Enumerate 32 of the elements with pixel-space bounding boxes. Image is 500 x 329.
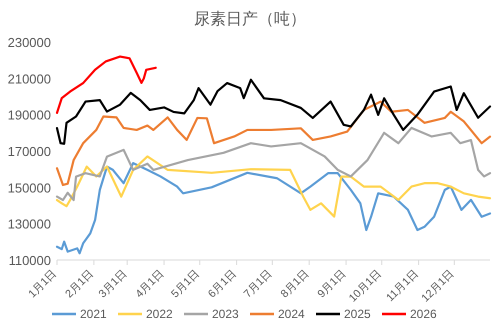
legend-label: 2025: [344, 307, 372, 321]
legend-label: 2024: [278, 307, 306, 321]
x-tick-label: 6月1日: [206, 268, 239, 300]
y-tick-label: 170000: [8, 144, 51, 159]
y-tick-label: 210000: [8, 71, 51, 86]
line-series: [56, 100, 492, 186]
legend-label: 2026: [410, 307, 438, 321]
x-tick-label: 12月1日: [419, 268, 456, 305]
x-tick-label: 8月1日: [278, 268, 312, 300]
x-tick-label: 5月1日: [169, 268, 202, 300]
x-tick-label: 11月1日: [384, 268, 421, 304]
line-series: [56, 55, 157, 114]
x-tick-label: 4月1日: [133, 268, 166, 300]
x-tick-label: 7月1日: [242, 268, 274, 300]
x-tick-label: 10月1日: [346, 268, 384, 305]
legend-label: 2023: [212, 307, 240, 321]
legend-label: 2021: [80, 307, 108, 321]
line-series: [56, 78, 492, 145]
line-series: [56, 155, 492, 218]
y-tick-label: 150000: [8, 180, 51, 196]
x-tick-label: 9月1日: [315, 268, 348, 300]
x-tick-label: 2月1日: [63, 268, 96, 300]
y-tick-label: 190000: [8, 108, 51, 123]
x-tick-label: 3月1日: [96, 268, 130, 300]
x-tick-label: 1月1日: [26, 268, 60, 300]
chart-title: 尿素日产（吨）: [194, 10, 306, 28]
y-tick-label: 110000: [8, 253, 51, 268]
legend-label: 2022: [146, 307, 174, 321]
line-series: [56, 126, 492, 202]
y-tick-label: 130000: [8, 216, 51, 232]
line-series: [56, 162, 492, 254]
y-tick-label: 230000: [8, 35, 51, 50]
